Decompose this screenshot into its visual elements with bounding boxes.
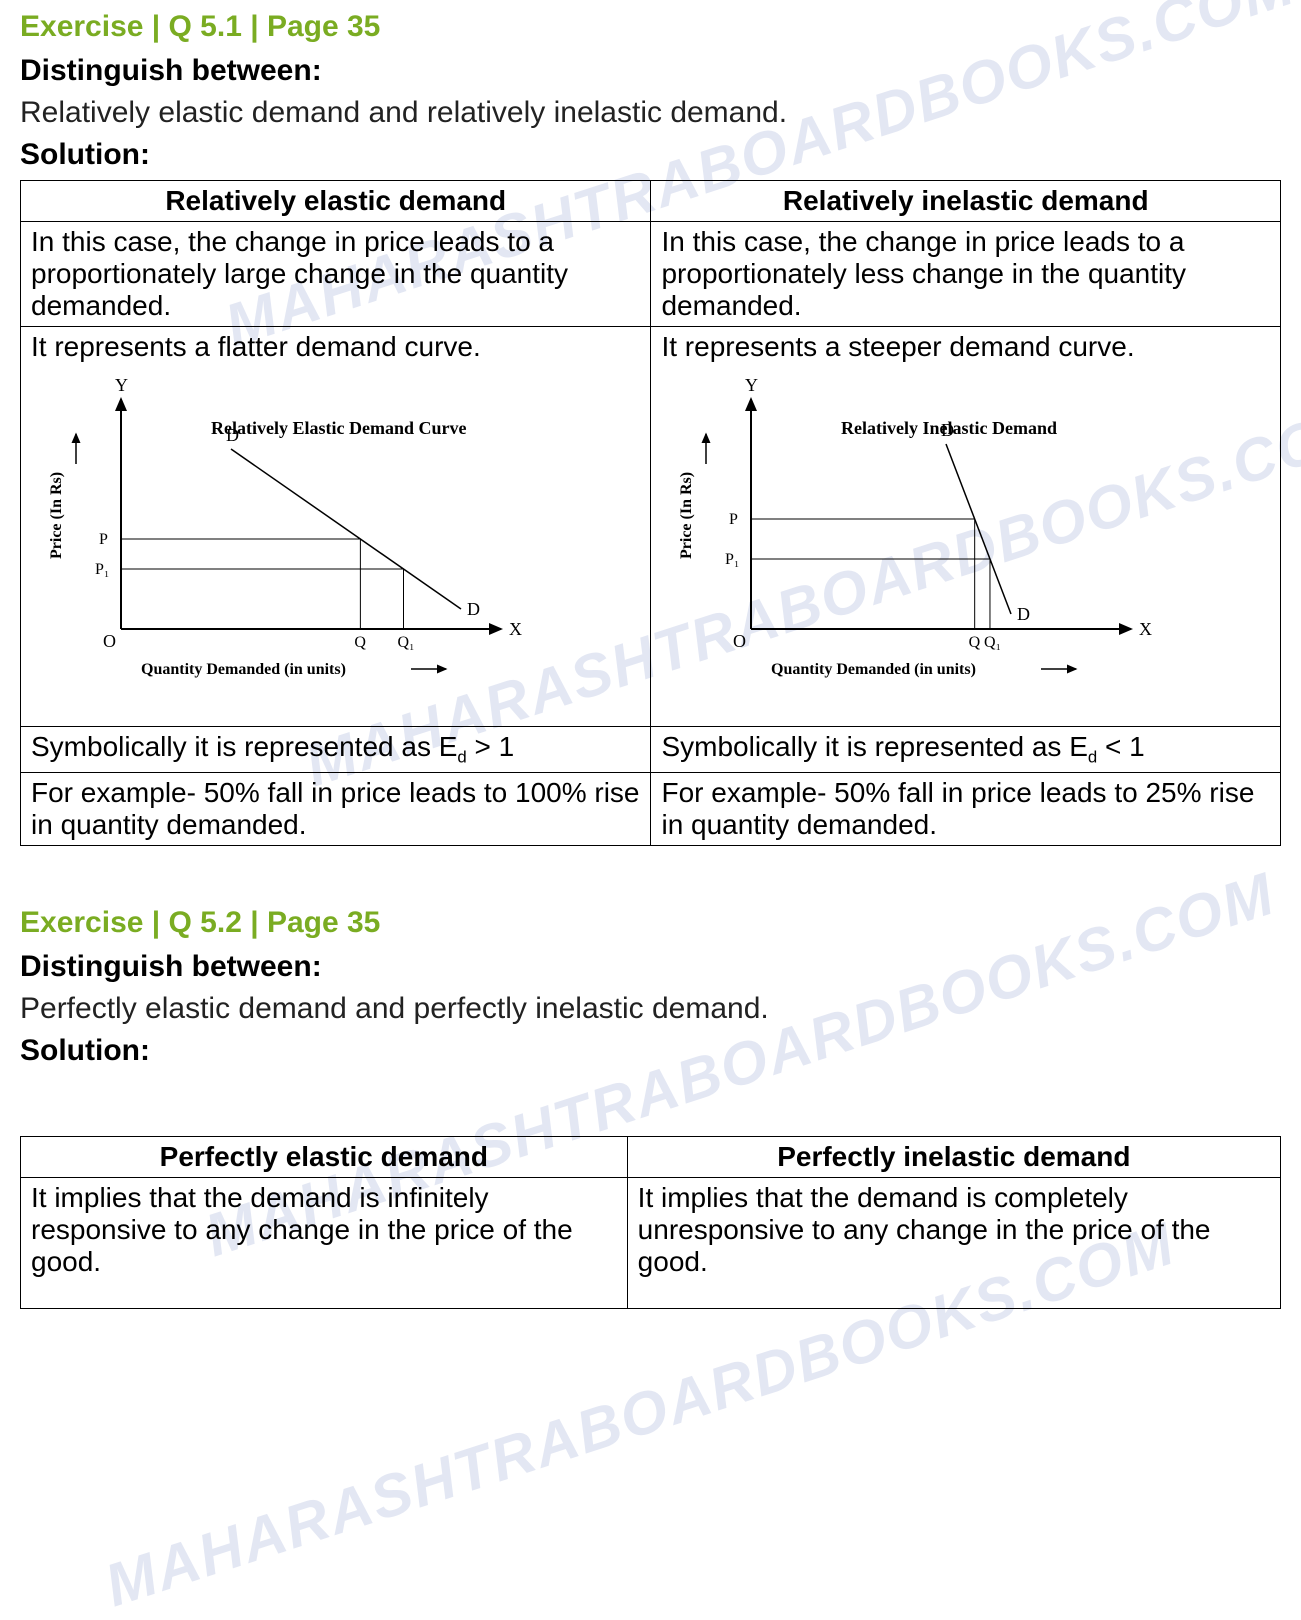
distinguish-text: Relatively elastic demand and relatively… (20, 96, 1281, 130)
solution-label: Solution: (20, 1034, 1281, 1068)
svg-text:X: X (1139, 619, 1152, 639)
table-cell: In this case, the change in price leads … (21, 222, 651, 327)
svg-text:Price (In Rs): Price (In Rs) (48, 472, 65, 559)
svg-text:D: D (1017, 604, 1030, 624)
table-cell: Symbolically it is represented as Ed < 1 (651, 727, 1281, 773)
comparison-table-2: Perfectly elastic demand Perfectly inela… (20, 1136, 1281, 1309)
svg-text:P: P (729, 511, 738, 528)
table-cell: It implies that the demand is infinitely… (21, 1177, 628, 1308)
chart-caption: It represents a flatter demand curve. (31, 331, 640, 363)
distinguish-label: Distinguish between: (20, 950, 1281, 984)
exercise-heading: Exercise | Q 5.2 | Page 35 (20, 906, 1281, 940)
svg-text:P₁: P₁ (725, 551, 739, 568)
svg-text:P₁: P₁ (95, 561, 109, 578)
svg-text:Price (In Rs): Price (In Rs) (678, 472, 695, 559)
elastic-demand-chart: OXYDDRelatively Elastic Demand CurvePP₁Q… (31, 369, 591, 709)
chart-caption: It represents a steeper demand curve. (661, 331, 1270, 363)
svg-text:Quantity Demanded (in units): Quantity Demanded (in units) (141, 661, 346, 678)
table-cell: Symbolically it is represented as Ed > 1 (21, 727, 651, 773)
table-cell: In this case, the change in price leads … (651, 222, 1281, 327)
table-header-right: Relatively inelastic demand (651, 181, 1281, 222)
table-cell-chart-left: It represents a flatter demand curve. O X… (21, 327, 651, 727)
svg-text:Q: Q (354, 634, 366, 651)
svg-text:Relatively Elastic Demand Curv: Relatively Elastic Demand Curve (211, 418, 466, 438)
solution-label: Solution: (20, 138, 1281, 172)
distinguish-text: Perfectly elastic demand and perfectly i… (20, 992, 1281, 1026)
svg-text:Quantity Demanded (in units): Quantity Demanded (in units) (771, 661, 976, 678)
svg-text:X: X (509, 619, 522, 639)
table-cell-chart-right: It represents a steeper demand curve. O X… (651, 327, 1281, 727)
svg-text:O: O (103, 631, 116, 651)
comparison-table-1: Relatively elastic demand Relatively ine… (20, 180, 1281, 846)
table-cell: For example- 50% fall in price leads to … (651, 772, 1281, 845)
table-header-right: Perfectly inelastic demand (627, 1136, 1280, 1177)
table-cell: It implies that the demand is completely… (627, 1177, 1280, 1308)
svg-text:P: P (99, 531, 108, 548)
svg-text:Q₁: Q₁ (984, 634, 1001, 651)
svg-text:Y: Y (115, 375, 128, 395)
svg-text:O: O (733, 631, 746, 651)
inelastic-demand-chart: OXYDDRelatively Inelastic DemandPP₁QQ₁Pr… (661, 369, 1221, 709)
svg-text:Relatively Inelastic Demand: Relatively Inelastic Demand (841, 418, 1057, 438)
table-header-left: Relatively elastic demand (21, 181, 651, 222)
svg-text:Y: Y (745, 375, 758, 395)
svg-text:D: D (467, 599, 480, 619)
svg-text:Q₁: Q₁ (398, 634, 415, 651)
table-header-left: Perfectly elastic demand (21, 1136, 628, 1177)
svg-text:Q: Q (969, 634, 981, 651)
distinguish-label: Distinguish between: (20, 54, 1281, 88)
table-cell: For example- 50% fall in price leads to … (21, 772, 651, 845)
exercise-heading: Exercise | Q 5.1 | Page 35 (20, 10, 1281, 44)
